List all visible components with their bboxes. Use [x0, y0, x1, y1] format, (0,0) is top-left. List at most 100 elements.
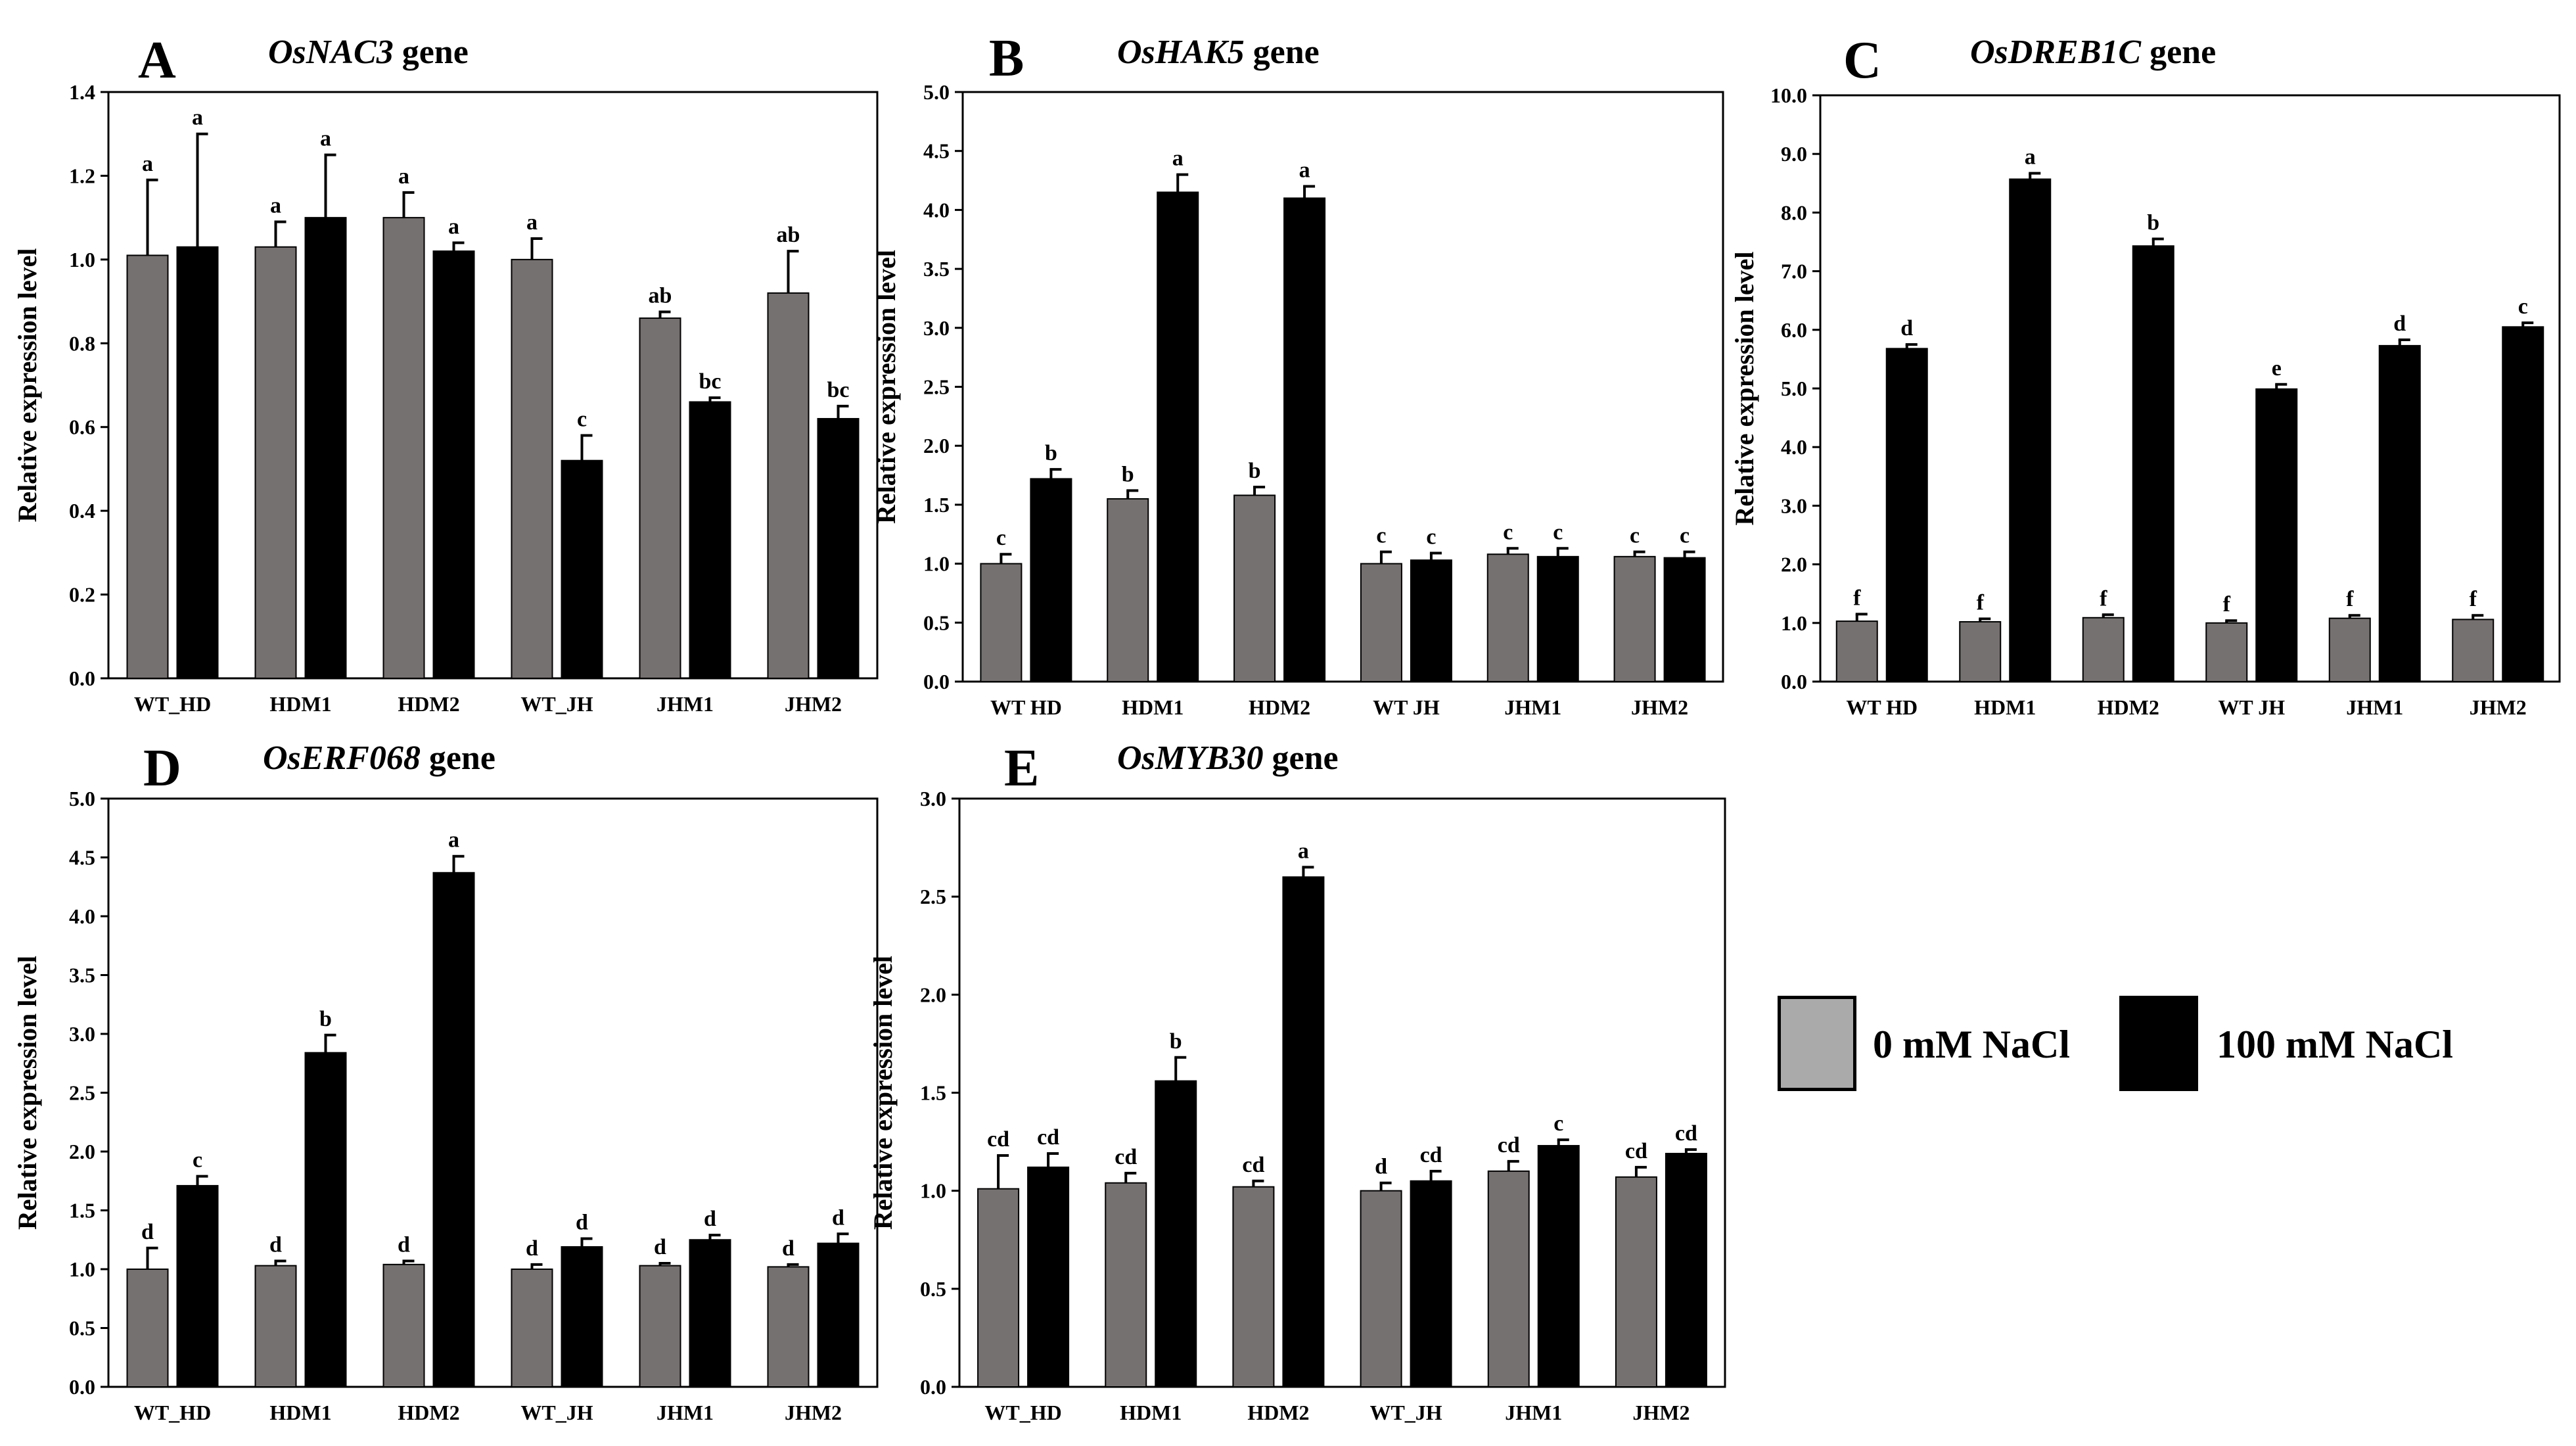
panel-d: 0.0 0.5 1.0 1.5 2.0 2.5 3.0 3.5 4.0 4.5 5.0 Relativ… — [12, 739, 879, 1424]
panel-a: 0.0 0.2 0.4 0.6 0.8 1.0 1.2 1.4 Relative express… — [12, 32, 879, 716]
y-tick-label: 2.5 — [923, 375, 950, 399]
y-tick-label: 3.0 — [1781, 494, 1807, 517]
significance-letter: ab — [777, 223, 800, 247]
bar-control — [1486, 553, 1529, 682]
gene-suffix: gene — [1263, 739, 1338, 777]
y-tick-label: 4.0 — [923, 198, 950, 222]
plot-frame — [107, 91, 879, 680]
bar-control — [767, 1266, 810, 1388]
significance-letter: e — [2272, 356, 2282, 381]
x-tick-label: HDM1 — [269, 1401, 331, 1424]
y-tick-label: 4.0 — [69, 904, 95, 928]
bar-salt — [1410, 559, 1452, 683]
y-tick-label: 1.0 — [920, 1179, 946, 1203]
bar-salt — [2009, 178, 2052, 682]
bar-salt — [1536, 555, 1579, 682]
x-tick-label: WT_HD — [134, 1401, 211, 1424]
bar-salt — [176, 246, 219, 679]
bar-control — [254, 246, 297, 679]
y-tick-label: 2.0 — [69, 1140, 95, 1163]
bar-salt — [1282, 876, 1325, 1388]
gene-title: OsMYB30 gene — [1117, 739, 1339, 777]
significance-letter: d — [782, 1236, 794, 1261]
legend-label-salt: 100 mM NaCl — [2217, 1023, 2453, 1066]
panel-letter: A — [138, 32, 176, 89]
x-tick-label: HDM2 — [398, 1401, 459, 1424]
panel-letter: E — [1004, 739, 1039, 797]
bar-control — [639, 317, 681, 679]
y-tick-label: 0.0 — [923, 670, 950, 693]
bar-salt — [561, 1246, 603, 1388]
bar-salt — [1030, 478, 1072, 682]
x-tick-label: WT_HD — [134, 692, 211, 716]
y-tick-label: 0.5 — [923, 611, 950, 634]
bar-control — [2082, 617, 2125, 682]
gene-name: OsNAC3 — [268, 34, 394, 71]
significance-letter: a — [398, 164, 409, 189]
y-axis-label: Relative expression level — [868, 956, 898, 1230]
significance-letter: a — [1172, 147, 1184, 171]
x-tick-label: WT_JH — [1369, 1401, 1442, 1424]
significance-letter: c — [1630, 524, 1640, 548]
bar-control — [2328, 617, 2371, 682]
y-tick-label: 4.5 — [69, 846, 95, 870]
gene-suffix: gene — [1245, 34, 1320, 71]
bar-control — [382, 217, 425, 679]
significance-letter: c — [1426, 525, 1436, 549]
bar-salt — [1663, 557, 1706, 682]
y-tick-label: 4.5 — [923, 139, 950, 163]
y-tick-label: 7.0 — [1781, 260, 1807, 283]
y-tick-label: 3.5 — [69, 964, 95, 987]
significance-letter: cd — [1115, 1145, 1137, 1169]
bar-salt — [817, 1242, 860, 1388]
bar-salt — [1537, 1145, 1580, 1388]
y-tick-label: 1.5 — [923, 493, 950, 517]
bar-control — [639, 1265, 681, 1388]
y-tick-label: 0.5 — [920, 1277, 946, 1301]
gene-title: OsERF068 gene — [263, 739, 495, 777]
gene-name: OsHAK5 — [1117, 34, 1245, 71]
y-tick-label: 0.5 — [69, 1317, 95, 1340]
significance-letter: b — [1045, 441, 1057, 465]
gene-name: OsMYB30 — [1117, 739, 1263, 777]
bar-control — [1232, 1186, 1275, 1388]
y-tick-label: 0.2 — [69, 583, 95, 607]
plot-frame — [958, 797, 1726, 1388]
bar-control — [1233, 494, 1276, 682]
bar-control — [980, 563, 1023, 682]
bar-salt — [1157, 191, 1199, 682]
bar-control — [2205, 622, 2248, 682]
significance-letter: a — [1298, 839, 1309, 863]
bar-control — [1487, 1170, 1530, 1388]
y-tick-label: 9.0 — [1781, 142, 1807, 166]
bar-salt — [1665, 1152, 1707, 1388]
y-tick-label: 0.6 — [69, 415, 95, 439]
significance-letter: d — [1900, 316, 1913, 340]
significance-letter: f — [2470, 587, 2477, 611]
y-tick-label: 1.0 — [69, 1257, 95, 1281]
y-tick-label: 2.0 — [923, 434, 950, 457]
significance-letter: a — [448, 828, 459, 852]
y-tick-label: 1.0 — [923, 552, 950, 576]
panel-letter: C — [1843, 32, 1881, 89]
x-tick-label: JHM2 — [785, 692, 842, 716]
significance-letter: c — [1553, 520, 1563, 544]
significance-letter: cd — [1420, 1143, 1442, 1167]
bar-salt — [304, 1052, 347, 1388]
significance-letter: d — [832, 1205, 844, 1230]
significance-letter: f — [1853, 586, 1861, 610]
y-tick-label: 0.0 — [1781, 670, 1807, 693]
bar-control — [126, 1269, 169, 1388]
bar-control — [1835, 620, 1878, 683]
legend-swatch-control — [1778, 996, 1856, 1091]
y-tick-label: 2.5 — [920, 885, 946, 908]
bar-control — [1107, 498, 1149, 682]
x-tick-label: JHM1 — [656, 1401, 714, 1424]
gene-suffix: gene — [2141, 34, 2216, 71]
bar-salt — [2132, 245, 2174, 682]
significance-letter: a — [2025, 145, 2036, 170]
significance-letter: bc — [699, 369, 722, 394]
bar-salt — [176, 1184, 219, 1388]
significance-letter: f — [2223, 592, 2231, 617]
